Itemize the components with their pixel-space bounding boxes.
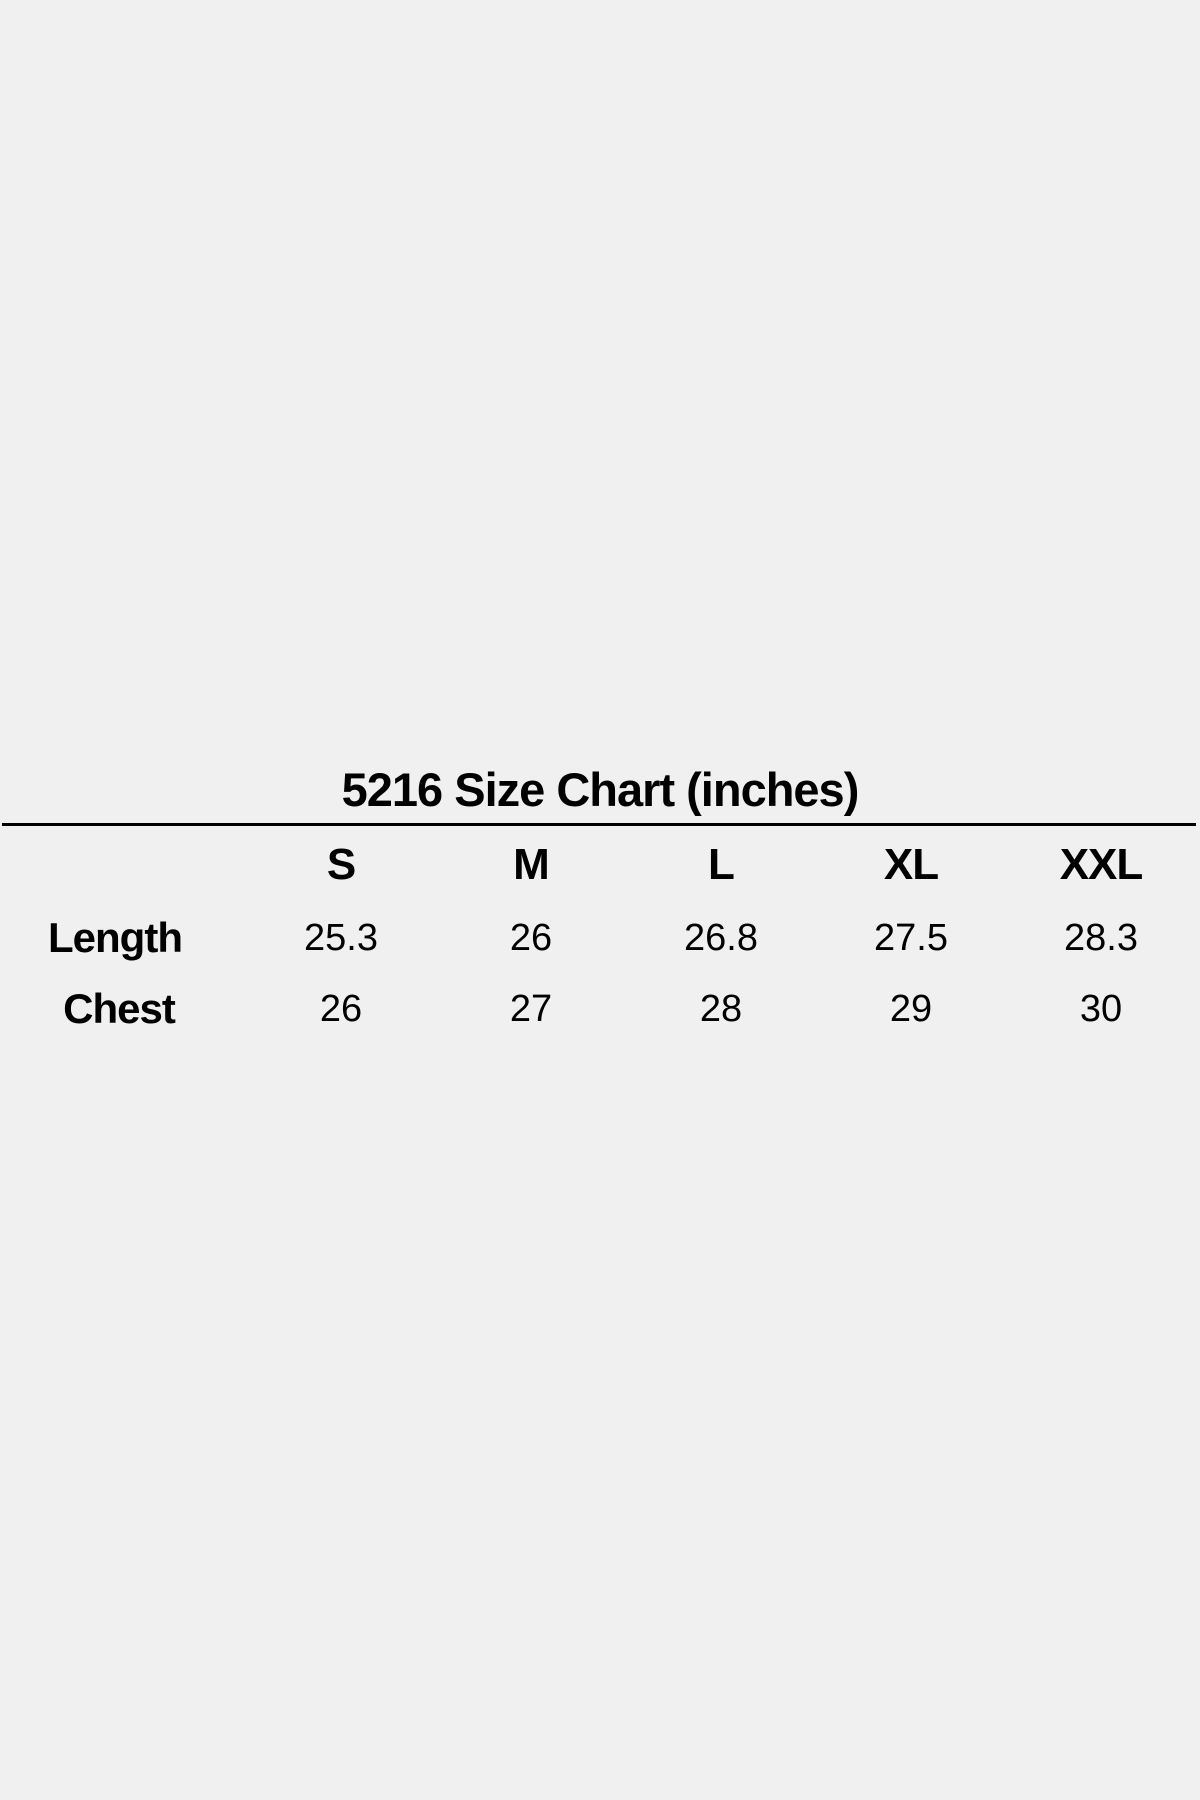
size-header-s: S <box>326 840 356 889</box>
table-cell: 26 <box>319 988 363 1030</box>
row-label-chest: Chest <box>63 985 176 1032</box>
row-label-length: Length <box>48 914 183 961</box>
table-cell: 27.5 <box>874 917 948 959</box>
size-header-l: L <box>708 840 735 889</box>
table-cell: 29 <box>889 988 933 1030</box>
table-cell: 27 <box>509 988 553 1030</box>
table-cell: 26 <box>509 917 553 959</box>
table-cell: 30 <box>1079 988 1123 1030</box>
table-cell: 28 <box>699 988 743 1030</box>
chart-title: 5216 Size Chart (inches) <box>341 763 860 816</box>
size-header-xxl: XXL <box>1059 840 1144 889</box>
size-header-xl: XL <box>883 840 939 889</box>
table-cell: 25.3 <box>304 917 378 959</box>
title-divider <box>2 823 1196 826</box>
size-header-m: M <box>513 840 550 889</box>
table-cell: 28.3 <box>1064 917 1138 959</box>
table-cell: 26.8 <box>684 917 758 959</box>
